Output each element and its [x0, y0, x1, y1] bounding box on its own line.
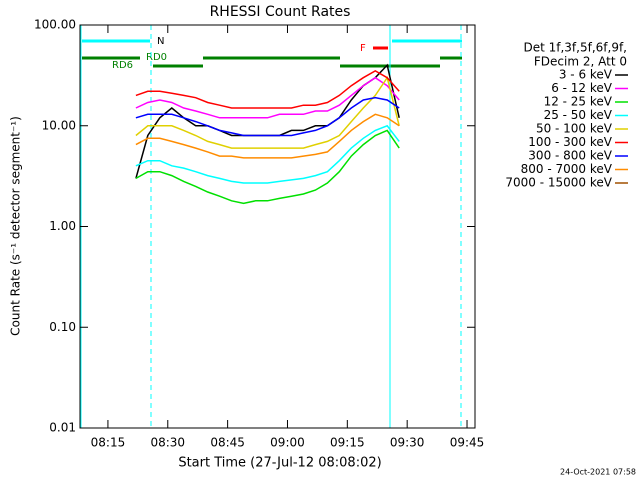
- legend-title: FDecim 2, Att 0: [534, 55, 627, 69]
- legend-label: 12 - 25 keV: [544, 95, 613, 109]
- x-tick-label: 09:00: [270, 436, 305, 450]
- annotation: N: [157, 36, 164, 47]
- x-tick-label: 09:30: [390, 436, 425, 450]
- annotation: RD6: [112, 60, 133, 71]
- series-line: [135, 113, 400, 159]
- legend-label: 50 - 100 keV: [536, 122, 613, 136]
- annotation: RD0: [146, 52, 167, 63]
- legend-label: 100 - 300 keV: [528, 135, 612, 149]
- series-line: [135, 124, 400, 184]
- legend-label: 800 - 7000 keV: [521, 162, 613, 176]
- chart-title: RHESSI Count Rates: [210, 4, 351, 20]
- series-line: [135, 75, 400, 149]
- series-line: [135, 96, 400, 137]
- x-tick-label: 08:30: [150, 436, 185, 450]
- y-tick-label: 10.00: [42, 118, 76, 132]
- y-axis-label: Count Rate (s⁻¹ detector segment⁻¹): [9, 116, 23, 336]
- legend-label: 7000 - 15000 keV: [505, 176, 612, 190]
- y-tick-label: 100.00: [34, 18, 76, 32]
- legend-label: 25 - 50 keV: [544, 108, 613, 122]
- x-tick-label: 08:15: [91, 436, 126, 450]
- y-tick-label: 0.10: [49, 320, 76, 334]
- series-line: [135, 70, 400, 109]
- timestamp: 24-Oct-2021 07:58: [560, 468, 636, 477]
- x-tick-label: 09:15: [330, 436, 365, 450]
- legend-title: Det 1f,3f,5f,6f,9f,: [523, 41, 627, 55]
- annotation: F: [360, 43, 366, 54]
- legend-label: 300 - 800 keV: [528, 149, 612, 163]
- x-axis-label: Start Time (27-Jul-12 08:08:02): [178, 456, 381, 471]
- series-line: [135, 129, 400, 205]
- x-tick-label: 09:45: [450, 436, 485, 450]
- y-tick-label: 0.01: [49, 421, 76, 435]
- series-line: [135, 76, 400, 119]
- legend-label: 3 - 6 keV: [559, 68, 613, 82]
- x-tick-label: 08:45: [210, 436, 245, 450]
- y-tick-label: 1.00: [49, 219, 76, 233]
- legend-label: 6 - 12 keV: [551, 81, 613, 95]
